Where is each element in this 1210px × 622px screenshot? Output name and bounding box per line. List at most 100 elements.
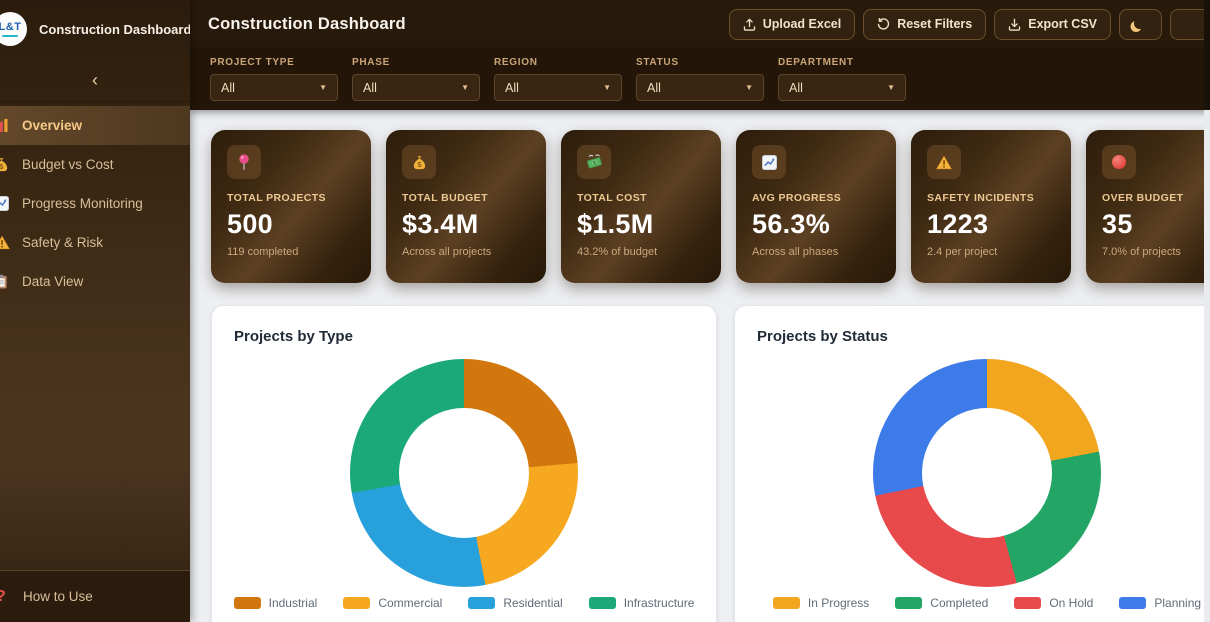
filter-selected-value: All — [221, 80, 235, 95]
theme-toggle-button[interactable] — [1119, 8, 1162, 40]
upload-excel-button[interactable]: Upload Excel — [728, 8, 856, 40]
sidebar-header: L&T Construction Dashboard — [0, 0, 190, 58]
main-area: Construction Dashboard Upload Excel Reset… — [190, 0, 1210, 622]
kpi-subtitle: 43.2% of budget — [577, 246, 658, 258]
red-circle-icon — [1112, 155, 1126, 169]
svg-text:$: $ — [417, 159, 422, 168]
warning-icon — [0, 235, 10, 250]
kpi-subtitle: Across all phases — [752, 246, 839, 258]
project-type-filter-select[interactable]: All ▼ — [210, 74, 338, 101]
charts-row: Projects by Type Industrial Commercial Resi… — [211, 305, 1210, 622]
money-bag-icon: $ — [412, 155, 427, 170]
kpi-value: 35 — [1102, 209, 1133, 239]
legend-label: Residential — [503, 596, 563, 610]
donut-chart-projects-by-type[interactable] — [350, 359, 578, 587]
kpi-value: 1223 — [927, 209, 989, 239]
kpi-value: 56.3% — [752, 209, 831, 239]
reset-icon — [877, 17, 890, 31]
filter-bar: PROJECT TYPE All ▼ PHASE All ▼ REGION All ▼ STATU… — [190, 48, 1210, 110]
chevron-down-icon: ▼ — [461, 83, 469, 92]
logo-underline — [2, 34, 18, 37]
sidebar-item-progress-monitoring[interactable]: Progress Monitoring — [0, 184, 190, 223]
kpi-label: SAFETY INCIDENTS — [927, 192, 1035, 204]
filter-group-region: REGION All ▼ — [494, 57, 622, 110]
svg-text:$: $ — [0, 162, 4, 171]
filter-label: STATUS — [636, 57, 679, 68]
legend-item-commercial[interactable]: Commercial — [343, 596, 442, 610]
kpi-card-total-projects: TOTAL PROJECTS 500 119 completed — [211, 130, 371, 283]
sidebar-nav: Overview $ Budget vs Cost Progress Monitori… — [0, 106, 190, 301]
collapse-sidebar-button[interactable]: ‹ — [92, 69, 98, 90]
kpi-icon-box: $ — [577, 145, 611, 179]
clipped-edge-button[interactable] — [1170, 8, 1210, 40]
legend-item-planning[interactable]: Planning — [1119, 596, 1201, 610]
legend-item-in-progress[interactable]: In Progress — [772, 596, 870, 610]
question-icon: ? — [0, 588, 10, 605]
legend-swatch — [468, 597, 496, 609]
filter-selected-value: All — [789, 80, 803, 95]
button-label: Upload Excel — [762, 17, 842, 31]
legend-label: In Progress — [807, 596, 870, 610]
phase-filter-select[interactable]: All ▼ — [352, 74, 480, 101]
money-bag-icon: $ — [0, 157, 10, 172]
chart-legend: In Progress Completed On Hold Planning — [757, 596, 1210, 610]
legend-item-completed[interactable]: Completed — [895, 596, 988, 610]
sidebar-item-safety-risk[interactable]: Safety & Risk — [0, 223, 190, 262]
flying-money-icon: $ — [586, 154, 603, 170]
sidebar-item-how-to-use[interactable]: ? How to Use — [0, 570, 190, 622]
region-filter-select[interactable]: All ▼ — [494, 74, 622, 101]
filter-selected-value: All — [363, 80, 377, 95]
sidebar-item-label: Progress Monitoring — [22, 196, 143, 211]
kpi-card-total-budget: $ TOTAL BUDGET $3.4M Across all projects — [386, 130, 546, 283]
filter-label: PROJECT TYPE — [210, 57, 295, 68]
filter-selected-value: All — [505, 80, 519, 95]
warning-icon — [936, 155, 952, 170]
export-csv-button[interactable]: Export CSV — [994, 8, 1111, 40]
kpi-subtitle: 119 completed — [227, 246, 299, 258]
kpi-icon-box — [1102, 145, 1136, 179]
legend-item-infrastructure[interactable]: Infrastructure — [588, 596, 694, 610]
chart-legend: Industrial Commercial Residential Infrastru… — [233, 596, 694, 610]
filter-group-department: DEPARTMENT All ▼ — [778, 57, 906, 110]
sidebar-item-label: Safety & Risk — [22, 235, 104, 250]
logo-text: L&T — [0, 20, 22, 33]
kpi-row: TOTAL PROJECTS 500 119 completed $ TOTAL BUD… — [211, 130, 1210, 283]
sidebar-item-budget-vs-cost[interactable]: $ Budget vs Cost — [0, 145, 190, 184]
kpi-card-avg-progress: AVG PROGRESS 56.3% Across all phases — [736, 130, 896, 283]
chevron-down-icon: ▼ — [745, 83, 753, 92]
kpi-card-over-budget: OVER BUDGET 35 7.0% of projects — [1086, 130, 1210, 283]
scrollbar[interactable] — [1204, 0, 1210, 622]
svg-text:$: $ — [592, 160, 597, 167]
legend-item-on-hold[interactable]: On Hold — [1014, 596, 1093, 610]
kpi-icon-box — [927, 145, 961, 179]
chevron-down-icon: ▼ — [887, 83, 895, 92]
sidebar-item-overview[interactable]: Overview — [0, 106, 190, 145]
kpi-label: AVG PROGRESS — [752, 192, 842, 204]
kpi-card-total-cost: $ TOTAL COST $1.5M 43.2% of budget — [561, 130, 721, 283]
sidebar-title: Construction Dashboard — [39, 21, 190, 37]
sidebar-item-data-view[interactable]: Data View — [0, 262, 190, 301]
sidebar-collapse-row: ‹ — [0, 58, 190, 102]
sidebar-item-label: How to Use — [23, 589, 93, 604]
chart-up-icon — [761, 154, 777, 170]
chart-title: Projects by Status — [757, 328, 888, 345]
department-filter-select[interactable]: All ▼ — [778, 74, 906, 101]
clipboard-icon — [0, 274, 10, 289]
dashboard-content: TOTAL PROJECTS 500 119 completed $ TOTAL BUD… — [190, 110, 1210, 622]
donut-chart-projects-by-status[interactable] — [873, 359, 1101, 587]
status-filter-select[interactable]: All ▼ — [636, 74, 764, 101]
reset-filters-button[interactable]: Reset Filters — [863, 8, 987, 40]
legend-item-industrial[interactable]: Industrial — [233, 596, 317, 610]
donut-hole — [399, 408, 529, 538]
header-actions: Upload Excel Reset Filters Export CSV — [728, 8, 1210, 40]
legend-swatch — [772, 597, 800, 609]
kpi-label: TOTAL PROJECTS — [227, 192, 326, 204]
legend-swatch — [233, 597, 261, 609]
sidebar-item-label: Data View — [22, 274, 84, 289]
kpi-label: TOTAL COST — [577, 192, 647, 204]
legend-item-residential[interactable]: Residential — [468, 596, 563, 610]
kpi-subtitle: 7.0% of projects — [1102, 246, 1181, 258]
kpi-value: $3.4M — [402, 209, 479, 239]
legend-label: Commercial — [378, 596, 443, 610]
sidebar-item-label: Budget vs Cost — [22, 157, 114, 172]
